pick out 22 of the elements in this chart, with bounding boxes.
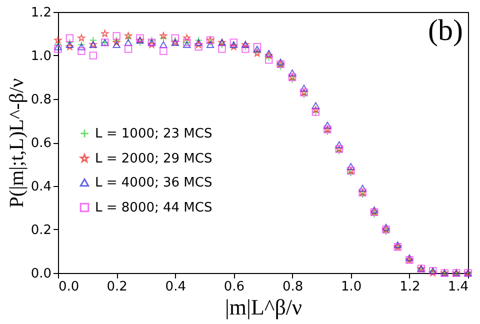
annotation: (b): [428, 14, 463, 47]
y-tick-label: 1.2: [30, 6, 52, 20]
y-axis-title: P(|m|;t,L)L^-β/ν: [6, 78, 28, 208]
x-tick-label: 1.0: [341, 280, 362, 294]
x-tick-label: 0.4: [165, 280, 186, 294]
x-tick-label: 1.4: [448, 280, 468, 294]
x-tick-label: 0.0: [58, 280, 80, 294]
x-tick-label: 1.2: [400, 280, 420, 294]
legend-label: L = 1000; 23 MCS: [95, 126, 212, 142]
y-tick-label: 0.0: [30, 266, 52, 282]
x-axis-title: |m|L^β/ν: [225, 294, 302, 320]
legend-label: L = 2000; 29 MCS: [95, 152, 212, 166]
y-tick-label: 0.4: [30, 180, 52, 194]
legend-label: L = 4000; 36 MCS: [95, 176, 212, 190]
y-tick-label: 0.8: [30, 92, 52, 108]
y-tick-label: 0.6: [30, 136, 52, 151]
y-tick-label: 1.0: [30, 49, 52, 64]
y-tick-label: 0.2: [30, 223, 52, 238]
legend-label: L = 8000; 44 MCS: [95, 200, 212, 216]
x-tick-label: 0.6: [224, 280, 245, 294]
x-tick-label: 0.2: [106, 280, 128, 294]
x-tick-label: 0.8: [282, 280, 304, 294]
